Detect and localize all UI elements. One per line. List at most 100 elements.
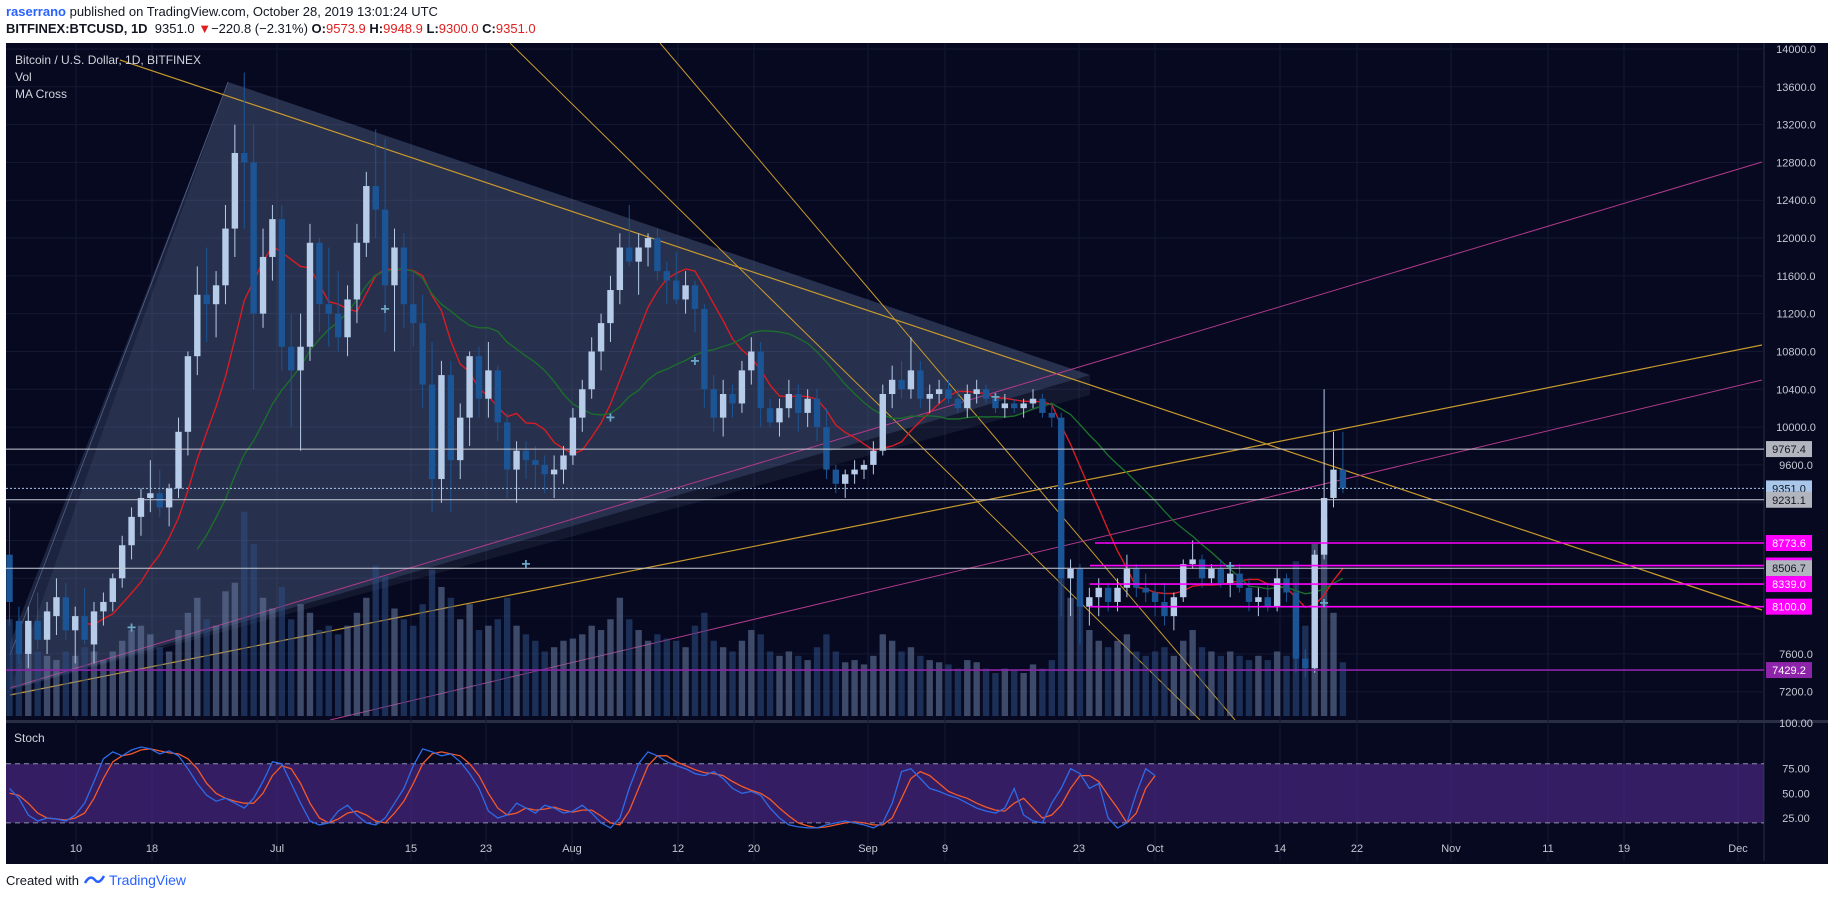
volume-bar xyxy=(1180,640,1187,716)
volume-bar xyxy=(879,634,886,716)
date-tick-label: 11 xyxy=(1542,843,1553,855)
date-tick-label: 10 xyxy=(70,843,82,855)
price-label: 8100.0 xyxy=(1772,602,1806,614)
candle-body xyxy=(597,323,605,352)
candle-body xyxy=(447,375,455,461)
date-tick-label: Oct xyxy=(1146,843,1163,855)
candle-body xyxy=(710,389,717,418)
volume-bar xyxy=(381,576,389,716)
candle-body xyxy=(372,186,379,210)
candle-body xyxy=(90,611,98,645)
volume-bar xyxy=(447,597,455,716)
volume-bar xyxy=(1011,670,1018,716)
volume-bar xyxy=(475,630,483,716)
candle-body xyxy=(494,370,501,423)
symbol-name[interactable]: BITFINEX:BTCUSD, 1D xyxy=(6,21,148,36)
price-tick-label: 7600.0 xyxy=(1779,649,1813,661)
candle-body xyxy=(1236,573,1243,588)
price-label-bg xyxy=(1766,560,1812,577)
volume-bar xyxy=(701,612,708,716)
volume-bar xyxy=(306,612,314,716)
candle-body xyxy=(522,450,530,461)
volume-bar xyxy=(823,634,830,716)
candle-body xyxy=(1255,597,1262,602)
candle-body xyxy=(278,219,286,347)
volume-bar xyxy=(1170,655,1178,716)
candle-body xyxy=(6,554,13,602)
price-tick-label: 11600.0 xyxy=(1777,271,1816,283)
price-tick-label: 14000.0 xyxy=(1776,44,1816,56)
publish-line: raserrano published on TradingView.com, … xyxy=(6,4,438,19)
volume-bar xyxy=(1001,668,1009,716)
candle-body xyxy=(137,497,145,517)
candle-body xyxy=(907,370,915,390)
candle-body xyxy=(860,464,868,470)
last-price: 9351.0 xyxy=(154,21,195,36)
volume-bar xyxy=(231,582,239,716)
volume-bar xyxy=(1114,640,1121,716)
low-label: L: xyxy=(426,21,439,36)
volume-bar xyxy=(438,587,445,716)
stoch-band xyxy=(6,763,1764,823)
publisher-username[interactable]: raserrano xyxy=(6,4,66,19)
stoch-d-line xyxy=(9,748,1156,829)
tradingview-brand[interactable]: TradingView xyxy=(108,872,187,888)
candle-body xyxy=(823,427,830,470)
volume-bar xyxy=(729,651,736,716)
volume-bar xyxy=(748,630,755,716)
candle-body xyxy=(1011,403,1018,409)
candle-body xyxy=(1114,587,1121,602)
volume-bar xyxy=(147,634,154,716)
candle-body xyxy=(203,294,210,305)
volume-bar xyxy=(53,660,60,716)
price-tick-label: 12800.0 xyxy=(1776,157,1816,169)
candle-body xyxy=(118,545,126,579)
volume-bar xyxy=(1020,673,1027,716)
candle-body xyxy=(663,271,670,281)
date-tick-label: Sep xyxy=(858,843,878,855)
candle-body xyxy=(588,351,595,390)
candle-body xyxy=(297,346,304,371)
volume-bar xyxy=(945,664,952,716)
candle-body xyxy=(100,601,107,612)
candle-body xyxy=(72,616,79,631)
upper-channel-line xyxy=(9,161,1763,689)
candle-body xyxy=(616,247,624,291)
volume-bar xyxy=(1236,655,1243,716)
volume-bar xyxy=(1133,651,1140,716)
volume-bar xyxy=(81,647,88,716)
price-tick-label: 7200.0 xyxy=(1779,687,1813,699)
volume-bar xyxy=(90,651,98,716)
price-tick-label: 13200.0 xyxy=(1776,120,1816,132)
candle-body xyxy=(982,389,990,399)
volume-bar xyxy=(222,591,229,716)
candle-body xyxy=(626,247,633,262)
open-value: 9573.9 xyxy=(326,21,366,36)
chart-title: Bitcoin / U.S. Dollar, 1D, BITFINEX xyxy=(15,53,201,67)
down-arrow-icon: ▼ xyxy=(198,21,212,36)
candle-body xyxy=(644,238,652,248)
candle-body xyxy=(363,186,370,243)
volume-bar xyxy=(607,619,614,716)
date-tick-label: 23 xyxy=(480,843,492,855)
candle-body xyxy=(316,242,323,305)
close-label: C: xyxy=(482,21,496,36)
channel-line-1 xyxy=(509,43,1201,720)
ma-cross-marker: + xyxy=(1319,595,1328,612)
volume-bar xyxy=(522,634,530,716)
descending-trendline xyxy=(119,59,1763,611)
candle-body xyxy=(560,455,567,470)
volume-bar xyxy=(851,660,858,716)
candle-body xyxy=(344,299,351,338)
candle-body xyxy=(128,516,135,546)
candle-body xyxy=(81,616,88,640)
candle-body xyxy=(1104,587,1112,602)
date-tick-label: 23 xyxy=(1073,843,1085,855)
volume-bar xyxy=(973,662,980,716)
volume-bar xyxy=(832,651,840,716)
price-label-bg xyxy=(1766,491,1812,508)
candle-body xyxy=(691,285,699,309)
volume-bar xyxy=(1339,662,1347,716)
candle-body xyxy=(973,389,980,394)
